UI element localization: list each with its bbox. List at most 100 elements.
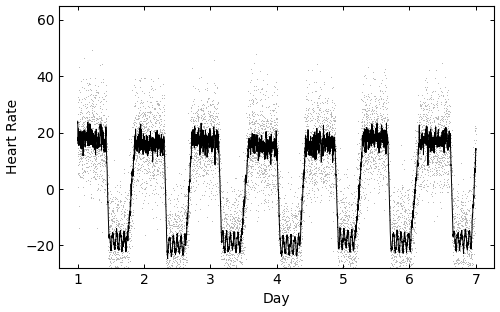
Point [165, 258, 173, 263]
Point [264, 178, 272, 183]
Point [178, 244, 186, 249]
Point [392, 240, 400, 245]
Point [238, 220, 246, 225]
Point [222, 216, 230, 221]
Point [378, 183, 386, 188]
Point [442, 170, 450, 175]
Point [328, 144, 336, 149]
Point [157, 132, 165, 137]
Point [291, 235, 299, 240]
Point [112, 245, 120, 250]
Point [414, 135, 422, 140]
Point [222, 231, 230, 236]
Point [448, 214, 456, 219]
Point [283, 236, 291, 241]
Point [90, 142, 98, 147]
Point [266, 155, 274, 160]
Point [216, 138, 224, 143]
Point [429, 200, 437, 205]
Point [78, 152, 86, 157]
Point [240, 197, 248, 202]
Point [295, 246, 303, 251]
Point [216, 168, 224, 173]
Point [314, 125, 322, 130]
Point [171, 217, 179, 222]
Point [251, 121, 259, 126]
Point [88, 158, 96, 163]
Point [314, 127, 322, 132]
Point [357, 120, 365, 125]
Point [433, 157, 441, 162]
Point [400, 203, 407, 208]
Point [238, 229, 246, 234]
Point [400, 244, 407, 249]
Point [285, 224, 293, 229]
Point [172, 241, 180, 246]
Point [276, 247, 284, 252]
Point [428, 147, 436, 152]
Point [255, 152, 263, 157]
Point [378, 114, 386, 119]
Point [110, 294, 118, 299]
Point [410, 196, 418, 201]
Point [458, 222, 466, 227]
Point [358, 135, 366, 140]
Point [332, 168, 340, 173]
Point [120, 201, 128, 206]
Point [452, 204, 460, 209]
Point [320, 144, 328, 149]
Point [332, 156, 340, 161]
Point [374, 129, 382, 134]
Point [396, 191, 404, 196]
Point [464, 233, 472, 238]
Point [97, 118, 105, 123]
Point [221, 212, 229, 217]
Point [267, 152, 275, 157]
Point [180, 246, 188, 251]
Point [86, 138, 94, 143]
Point [471, 127, 479, 132]
Point [324, 127, 332, 132]
Point [210, 134, 218, 139]
Point [93, 172, 101, 177]
Point [258, 140, 266, 145]
Point [430, 118, 438, 123]
Point [148, 143, 156, 148]
Point [166, 265, 173, 270]
Point [432, 153, 440, 158]
Point [172, 264, 180, 269]
Point [432, 115, 440, 120]
Point [136, 182, 144, 187]
Point [274, 180, 281, 185]
Point [462, 211, 470, 216]
Point [157, 153, 165, 158]
Point [404, 207, 412, 212]
Point [166, 246, 174, 251]
Point [193, 152, 201, 157]
Point [338, 222, 346, 227]
Point [412, 174, 420, 179]
Point [276, 256, 284, 261]
Point [188, 144, 196, 149]
Point [214, 101, 222, 106]
Point [416, 117, 424, 122]
Point [311, 137, 319, 142]
Point [393, 188, 401, 193]
Point [417, 135, 425, 140]
Point [238, 241, 246, 246]
Point [265, 123, 273, 128]
Point [191, 86, 199, 91]
Point [273, 92, 281, 97]
Point [212, 147, 220, 152]
Point [382, 129, 390, 134]
Point [402, 227, 410, 232]
Point [194, 156, 202, 161]
Point [468, 209, 476, 214]
Point [366, 189, 374, 194]
Point [278, 251, 285, 256]
Point [310, 171, 318, 176]
Point [404, 221, 411, 226]
Point [455, 216, 463, 221]
Point [390, 231, 398, 236]
Point [152, 151, 160, 156]
